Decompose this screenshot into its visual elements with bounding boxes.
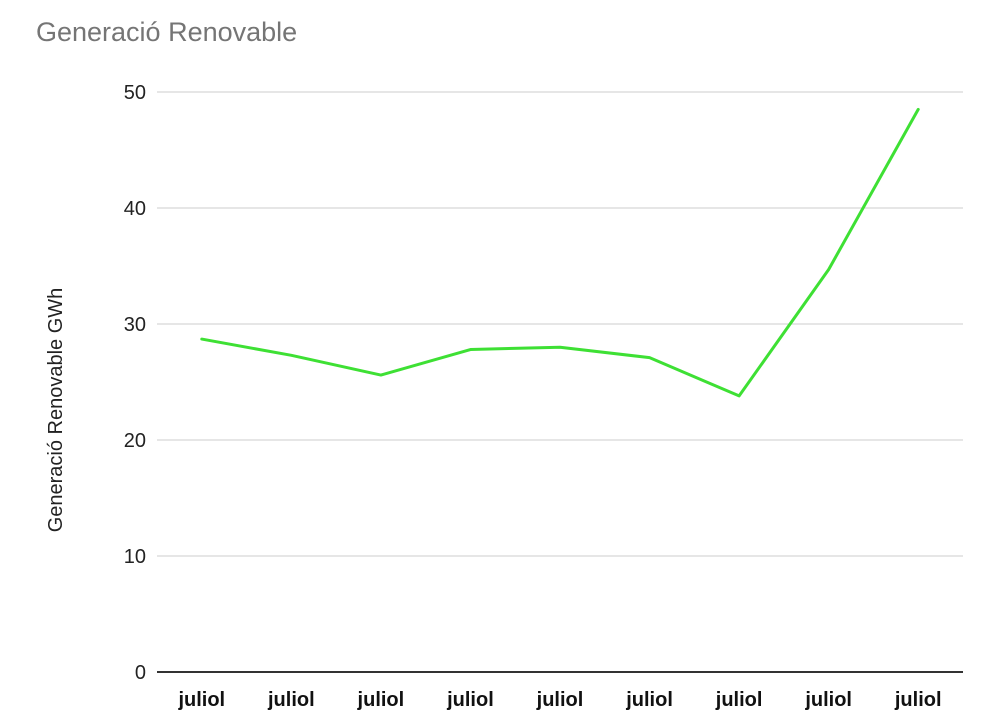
- y-tick-label: 20: [124, 430, 146, 452]
- x-tick-label: juliol: [625, 689, 673, 711]
- x-tick-label: juliol: [267, 689, 315, 711]
- x-tick-label: juliol: [357, 689, 405, 711]
- y-tick-label: 50: [124, 82, 146, 104]
- y-axis-label: Generació Renovable GWh: [45, 288, 67, 533]
- x-tick-label: juliol: [894, 689, 942, 711]
- x-tick-label: juliol: [536, 689, 584, 711]
- x-tick-label: juliol: [715, 689, 763, 711]
- gridlines: [157, 91, 963, 557]
- y-axis-ticks: 0 10 20 30 40 50: [124, 82, 146, 684]
- y-tick-label: 10: [124, 546, 146, 568]
- y-tick-label: 40: [124, 198, 146, 220]
- series-line: [200, 107, 920, 398]
- x-tick-label: juliol: [446, 689, 494, 711]
- x-tick-label: juliol: [804, 689, 852, 711]
- y-tick-label: 30: [124, 314, 146, 336]
- series-lines: [200, 107, 920, 398]
- x-axis-ticks: juliol juliol juliol juliol juliol juliol juli…: [177, 689, 941, 711]
- y-tick-label: 0: [135, 662, 146, 684]
- chart-title: Generació Renovable: [36, 17, 297, 47]
- x-tick-label: juliol: [177, 689, 225, 711]
